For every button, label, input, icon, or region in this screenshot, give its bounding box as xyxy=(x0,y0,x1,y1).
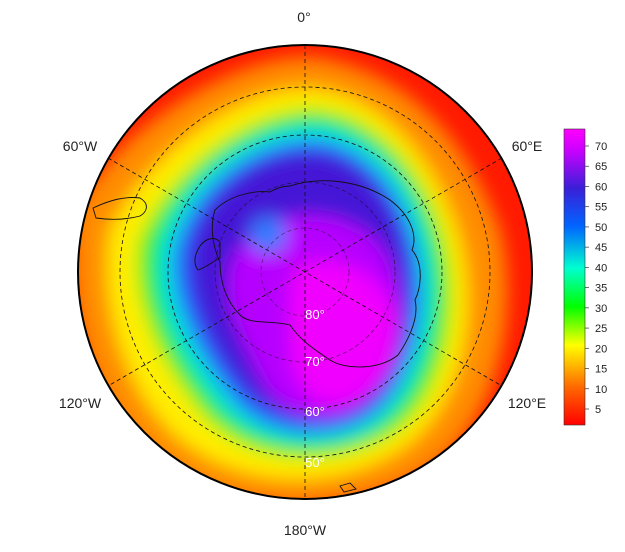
colorbar: 70 65 60 55 50 45 40 35 30 25 20 15 10 5 xyxy=(563,128,607,426)
colorbar-tick-label: 50 xyxy=(595,222,607,234)
colorbar-tick-label: 65 xyxy=(595,161,607,173)
lon-label-upper-left: 60°W xyxy=(63,138,98,154)
colorbar-tick-label: 40 xyxy=(595,262,607,274)
colorbar-ticks: 70 65 60 55 50 45 40 35 30 25 20 15 10 5 xyxy=(585,141,607,416)
colorbar-tick-label: 35 xyxy=(595,283,607,295)
meridian-60w-120e xyxy=(107,157,503,387)
lon-label-bottom: 180°W xyxy=(284,522,327,538)
lat-label-60: 60° xyxy=(305,404,325,419)
colorbar-tick-label: 20 xyxy=(595,343,607,355)
lon-label-lower-right: 120°E xyxy=(508,395,546,411)
colorbar-tick-label: 70 xyxy=(595,141,607,153)
colorbar-gradient xyxy=(563,128,586,426)
graticule xyxy=(107,45,503,499)
lat-label-50: 50° xyxy=(305,455,325,470)
data-field xyxy=(78,45,532,499)
lon-label-lower-left: 120°W xyxy=(59,395,102,411)
map-border xyxy=(77,44,533,500)
lon-label-upper-right: 60°E xyxy=(512,138,543,154)
colorbar-tick-label: 30 xyxy=(595,303,607,315)
colorbar-tick-label: 5 xyxy=(595,404,601,416)
lat-label-70: 70° xyxy=(305,354,325,369)
colorbar-tick-label: 15 xyxy=(595,364,607,376)
colorbar-tick-label: 25 xyxy=(595,323,607,335)
lat-label-80: 80° xyxy=(305,307,325,322)
coastline xyxy=(92,180,421,493)
lon-label-top: 0° xyxy=(297,9,310,25)
colorbar-tick-label: 55 xyxy=(595,202,607,214)
lat-circle-80 xyxy=(260,227,350,317)
lat-circle-60 xyxy=(167,134,443,410)
colorbar-tick-label: 60 xyxy=(595,181,607,193)
colorbar-tick-label: 45 xyxy=(595,242,607,254)
colorbar-tick-label: 10 xyxy=(595,384,607,396)
